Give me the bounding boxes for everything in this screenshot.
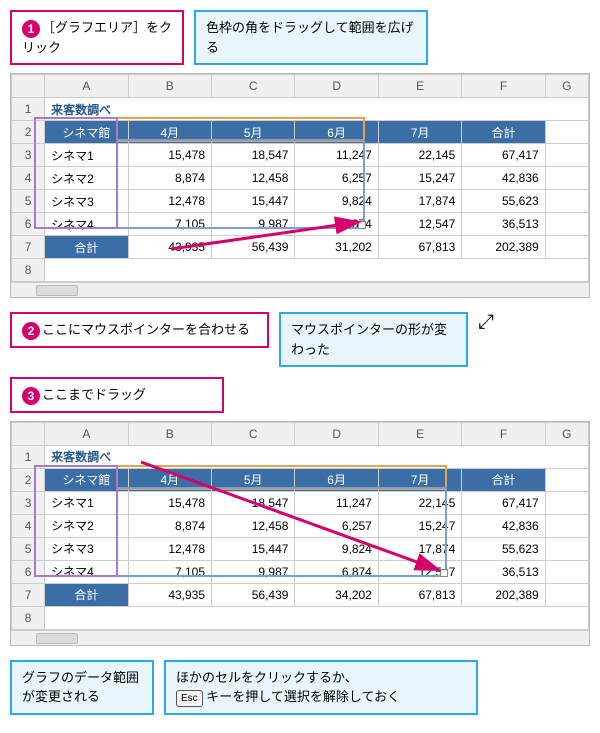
spreadsheet-1: A B C D E F G 1来客数調べ 2 シネマ館 4月 5月 6月 7月 …: [10, 73, 590, 298]
step3-callout: 3ここまでドラッグ: [10, 377, 224, 413]
scroll-thumb[interactable]: [36, 285, 78, 296]
step3-text: ここまでドラッグ: [42, 387, 146, 402]
step2-text: ここにマウスポインターを合わせる: [42, 322, 250, 337]
col-A: A: [45, 75, 128, 98]
badge-2: 2: [22, 322, 40, 340]
step1-callout: 1［グラフエリア］をクリック: [10, 10, 184, 65]
esc-key-icon: Esc: [176, 690, 203, 707]
col-G: G: [545, 75, 588, 98]
hint2-callout: マウスポインターの形が変わった: [279, 312, 468, 367]
drag-handle-icon-2[interactable]: [440, 569, 448, 577]
table-1: A B C D E F G 1来客数調べ 2 シネマ館 4月 5月 6月 7月 …: [11, 74, 589, 282]
drag-handle-icon[interactable]: [358, 221, 366, 229]
col-F: F: [462, 75, 545, 98]
badge-1: 1: [22, 20, 40, 38]
step1-text: ［グラフエリア］をクリック: [22, 20, 172, 55]
header-cinema: シネマ館: [45, 121, 128, 144]
col-headers: A B C D E F G: [12, 75, 589, 98]
scrollbar[interactable]: [11, 282, 589, 297]
spreadsheet-2: A B C D E F G 1来客数調べ 2 シネマ館 4月 5月 6月 7月 …: [10, 421, 590, 646]
corner-cell: [12, 75, 45, 98]
badge-3: 3: [22, 387, 40, 405]
table-2: A B C D E F G 1来客数調べ 2 シネマ館 4月 5月 6月 7月 …: [11, 422, 589, 630]
scrollbar-2[interactable]: [11, 630, 589, 645]
step2-callout: 2ここにマウスポインターを合わせる: [10, 312, 269, 348]
hint1-callout: 色枠の角をドラッグして範囲を広げる: [194, 10, 428, 65]
col-E: E: [378, 75, 461, 98]
resize-cursor-icon: ⤢: [478, 312, 494, 332]
col-C: C: [212, 75, 295, 98]
col-B: B: [128, 75, 211, 98]
result2a-text: ほかのセルをクリックするか、: [176, 670, 358, 685]
col-headers-2: A B C D E F G: [12, 422, 589, 445]
col-D: D: [295, 75, 378, 98]
title-cell: 来客数調べ: [45, 98, 589, 121]
result2b-text: キーを押して選択を解除しておく: [206, 689, 400, 704]
